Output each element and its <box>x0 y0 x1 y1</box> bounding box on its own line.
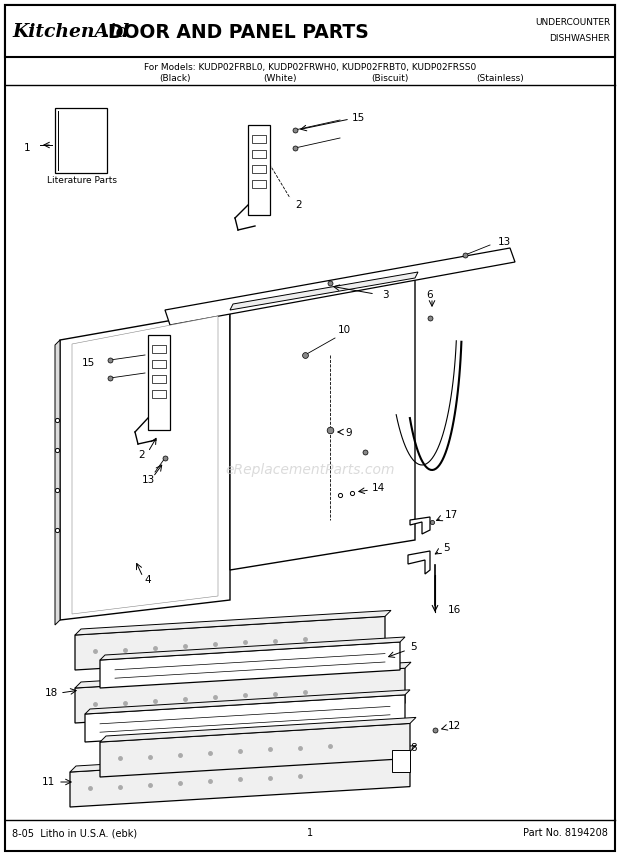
Bar <box>152 390 166 398</box>
Polygon shape <box>410 517 430 534</box>
Text: 8: 8 <box>410 743 417 753</box>
Text: 2: 2 <box>138 450 145 460</box>
Text: UNDERCOUNTER: UNDERCOUNTER <box>534 17 610 27</box>
Bar <box>152 360 166 368</box>
Polygon shape <box>100 642 400 688</box>
Polygon shape <box>70 752 410 807</box>
Polygon shape <box>70 746 416 772</box>
Text: 3: 3 <box>382 290 388 300</box>
Polygon shape <box>100 717 416 742</box>
Text: 4: 4 <box>144 575 151 585</box>
Polygon shape <box>100 723 410 777</box>
Polygon shape <box>165 248 515 325</box>
Text: Literature Parts: Literature Parts <box>47 175 117 185</box>
Bar <box>55 108 107 173</box>
Text: DOOR AND PANEL PARTS: DOOR AND PANEL PARTS <box>108 22 369 41</box>
Text: 9: 9 <box>345 428 352 438</box>
Text: 15: 15 <box>82 358 95 368</box>
Polygon shape <box>75 610 391 635</box>
Text: 5: 5 <box>410 642 417 652</box>
Text: 5: 5 <box>443 543 449 553</box>
Polygon shape <box>408 551 430 574</box>
Text: 2: 2 <box>295 200 301 210</box>
Text: 13: 13 <box>498 237 511 247</box>
Bar <box>252 135 266 143</box>
Text: DISHWASHER: DISHWASHER <box>549 33 610 43</box>
Polygon shape <box>85 690 410 714</box>
Bar <box>252 150 266 158</box>
Text: 17: 17 <box>445 510 458 520</box>
Polygon shape <box>230 278 415 570</box>
Text: 1: 1 <box>24 143 30 153</box>
Polygon shape <box>60 310 230 620</box>
Text: (Stainless): (Stainless) <box>476 74 524 82</box>
Bar <box>152 375 166 383</box>
Text: 18: 18 <box>45 688 58 698</box>
Text: .: . <box>102 23 108 41</box>
Text: 8-05  Litho in U.S.A. (ebk): 8-05 Litho in U.S.A. (ebk) <box>12 828 137 838</box>
Polygon shape <box>75 663 411 688</box>
Bar <box>148 335 170 430</box>
Polygon shape <box>75 616 385 670</box>
Polygon shape <box>75 669 405 723</box>
Polygon shape <box>100 637 405 660</box>
Bar <box>392 750 410 772</box>
Text: (White): (White) <box>264 74 297 82</box>
Bar <box>248 125 270 215</box>
Text: 1: 1 <box>307 828 313 838</box>
Text: 6: 6 <box>427 290 433 300</box>
Text: (Black): (Black) <box>159 74 191 82</box>
Polygon shape <box>85 695 405 742</box>
Text: (Biscuit): (Biscuit) <box>371 74 409 82</box>
Bar <box>152 345 166 353</box>
Polygon shape <box>72 316 218 614</box>
Text: Part No. 8194208: Part No. 8194208 <box>523 828 608 838</box>
Polygon shape <box>55 340 60 625</box>
Text: KitchenAid: KitchenAid <box>12 23 129 41</box>
Bar <box>252 165 266 173</box>
Text: 14: 14 <box>372 483 385 493</box>
Text: 11: 11 <box>42 777 55 787</box>
Text: 13: 13 <box>141 475 154 485</box>
Text: 15: 15 <box>352 113 365 123</box>
Bar <box>252 180 266 188</box>
Text: For Models: KUDP02FRBL0, KUDP02FRWH0, KUDP02FRBT0, KUDP02FRSS0: For Models: KUDP02FRBL0, KUDP02FRWH0, KU… <box>144 62 476 72</box>
Text: 12: 12 <box>448 721 461 731</box>
Text: 10: 10 <box>338 325 351 335</box>
Text: 16: 16 <box>448 605 461 615</box>
Text: eReplacementParts.com: eReplacementParts.com <box>225 463 395 477</box>
Bar <box>5 5 615 57</box>
Polygon shape <box>230 272 418 310</box>
